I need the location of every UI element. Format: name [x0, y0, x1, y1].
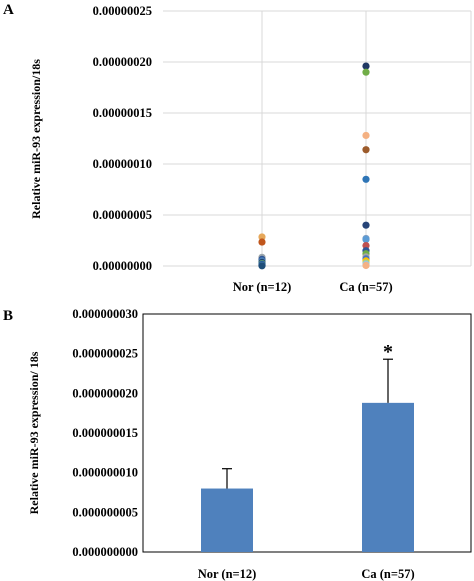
panel-b-annotations: *	[383, 341, 393, 363]
panel-b-x-category-label: Nor (n=12)	[198, 567, 257, 581]
panel-b-y-tick-label: 0.000000000	[72, 545, 138, 559]
panel-b-plot-frame	[142, 313, 472, 553]
panel-b-significance-star: *	[383, 341, 393, 363]
panel-a-x-category-labels: Nor (n=12) Ca (n=57)	[233, 280, 393, 294]
panel-b-y-axis-label: Relative miR-93 expression/ 18s	[27, 351, 41, 514]
panel-a-y-tick-labels: 0.00000000 0.00000005 0.00000010 0.00000015…	[93, 4, 152, 273]
panel-a-data-point	[362, 242, 370, 250]
panel-a-scatter-chart: A Relative miR-93 expression/18s 0.00000…	[3, 2, 472, 294]
panel-a-y-tick-label: 0.00000010	[93, 157, 152, 171]
panel-b-y-tick-label: 0.000000005	[72, 505, 138, 519]
panel-b-y-tick-label: 0.000000030	[72, 307, 138, 321]
panel-b-y-tick-label: 0.000000020	[72, 386, 138, 400]
panel-b-x-category-labels: Nor (n=12) Ca (n=57)	[198, 567, 415, 581]
panel-b-bar	[362, 402, 414, 552]
panel-a-x-category-label: Nor (n=12)	[233, 280, 292, 294]
panel-a-label: A	[3, 2, 14, 18]
panel-a-data-point	[362, 235, 370, 244]
panel-a-data-point	[258, 262, 266, 270]
panel-a-gridlines	[163, 10, 472, 267]
panel-a-y-tick-label: 0.00000020	[93, 55, 152, 69]
panel-a-y-tick-label: 0.00000005	[93, 208, 152, 222]
panel-a-data-point	[362, 175, 370, 183]
panel-a-y-tick-label: 0.00000000	[93, 259, 152, 273]
panel-a-x-category-label: Ca (n=57)	[339, 280, 392, 294]
panel-a-y-tick-label: 0.00000015	[93, 106, 152, 120]
panel-a-data-point	[362, 131, 370, 140]
panel-a-data-point	[362, 221, 370, 229]
panel-b-label: B	[3, 308, 13, 324]
panel-a-data-points	[258, 62, 370, 270]
panel-a-data-point	[258, 238, 266, 246]
panel-a-data-point	[362, 261, 370, 270]
panel-a-data-point	[258, 233, 266, 241]
panel-b-bars	[201, 402, 414, 552]
panel-a-y-axis-label: Relative miR-93 expression/18s	[29, 59, 43, 219]
panel-b-bar-chart: B Relative miR-93 expression/ 18s 0.0000…	[3, 307, 472, 581]
panel-b-error-bars	[222, 358, 393, 489]
panel-a-data-point	[362, 62, 370, 70]
panel-a-data-point	[362, 146, 370, 154]
panel-b-y-tick-label: 0.000000010	[72, 466, 138, 480]
panel-b-y-tick-label: 0.000000015	[72, 426, 138, 440]
panel-b-x-category-label: Ca (n=57)	[361, 567, 414, 581]
panel-a-y-tick-label: 0.00000025	[93, 4, 152, 18]
panel-b-y-tick-label: 0.000000025	[72, 347, 138, 361]
panel-a-data-point	[362, 68, 370, 76]
panel-b-y-tick-labels: 0.000000000 0.000000005 0.000000010 0.00000…	[72, 307, 138, 559]
panel-b-bar	[201, 488, 253, 552]
